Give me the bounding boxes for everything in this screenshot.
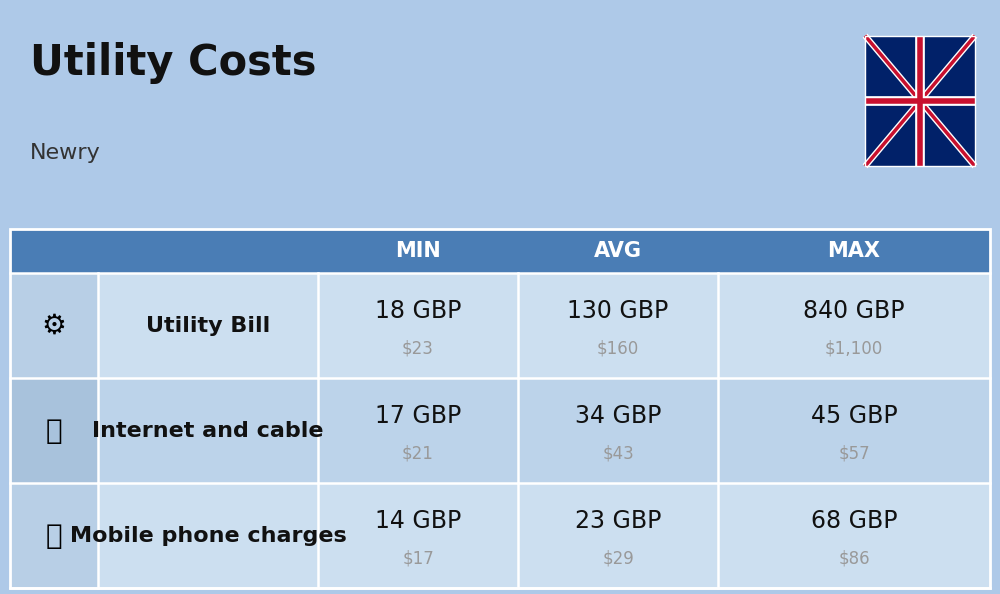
Text: $23: $23 [402, 339, 434, 357]
Text: Utility Costs: Utility Costs [30, 42, 316, 84]
Text: 68 GBP: 68 GBP [811, 508, 897, 533]
FancyBboxPatch shape [865, 36, 975, 166]
FancyBboxPatch shape [10, 229, 990, 273]
Text: Internet and cable: Internet and cable [92, 421, 324, 441]
Text: ⚙️: ⚙️ [42, 312, 66, 340]
Text: $29: $29 [602, 549, 634, 567]
Text: AVG: AVG [594, 241, 642, 261]
Text: MIN: MIN [395, 241, 441, 261]
FancyBboxPatch shape [10, 378, 98, 483]
Text: 18 GBP: 18 GBP [375, 299, 461, 323]
Text: 130 GBP: 130 GBP [567, 299, 669, 323]
Text: Mobile phone charges: Mobile phone charges [70, 526, 346, 546]
Text: $1,100: $1,100 [825, 339, 883, 357]
Text: $160: $160 [597, 339, 639, 357]
Text: $21: $21 [402, 444, 434, 462]
Text: 17 GBP: 17 GBP [375, 404, 461, 428]
Text: Newry: Newry [30, 143, 101, 163]
Text: 📱: 📱 [46, 522, 62, 549]
FancyBboxPatch shape [10, 273, 98, 378]
Text: 14 GBP: 14 GBP [375, 508, 461, 533]
FancyBboxPatch shape [10, 483, 990, 588]
Text: $43: $43 [602, 444, 634, 462]
Text: 📶: 📶 [46, 416, 62, 445]
Text: 23 GBP: 23 GBP [575, 508, 661, 533]
Text: Utility Bill: Utility Bill [146, 315, 270, 336]
FancyBboxPatch shape [10, 273, 990, 378]
Text: 840 GBP: 840 GBP [803, 299, 905, 323]
Text: $57: $57 [838, 444, 870, 462]
Text: $86: $86 [838, 549, 870, 567]
Text: $17: $17 [402, 549, 434, 567]
Text: 34 GBP: 34 GBP [575, 404, 661, 428]
FancyBboxPatch shape [10, 378, 990, 483]
Text: 45 GBP: 45 GBP [811, 404, 897, 428]
FancyBboxPatch shape [10, 483, 98, 588]
Text: MAX: MAX [828, 241, 881, 261]
